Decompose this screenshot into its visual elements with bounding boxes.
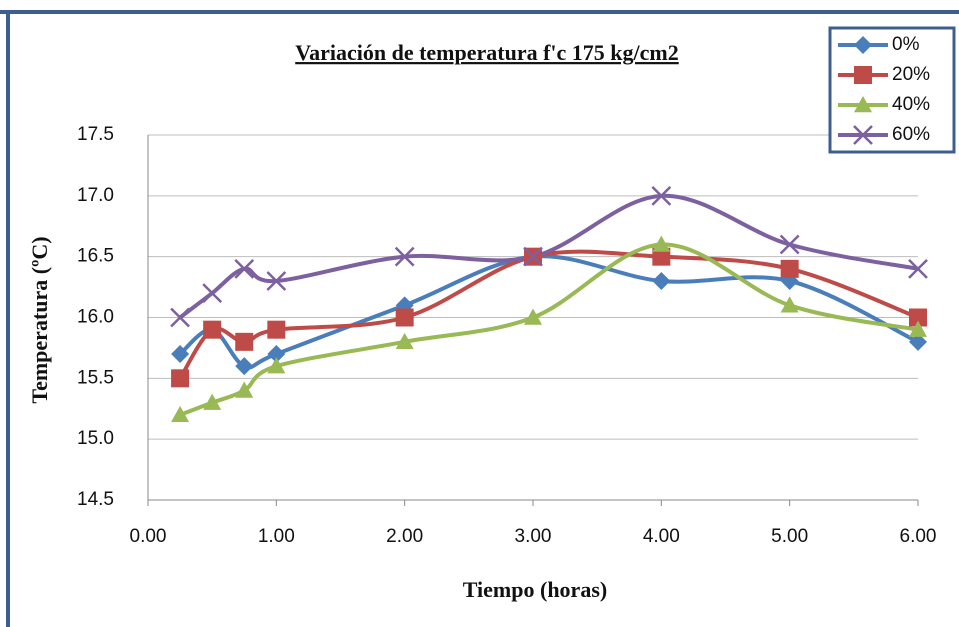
marker: [267, 320, 286, 339]
marker: [523, 246, 543, 267]
y-tick-label: 16.0: [77, 307, 114, 328]
legend-label: 40%: [892, 94, 930, 115]
x-tick-label: 3.00: [515, 526, 552, 547]
x-tick-label: 0.00: [130, 526, 167, 547]
marker: [652, 247, 671, 266]
marker: [854, 36, 872, 54]
marker: [909, 332, 927, 351]
chart-title: Variación de temperatura f'c 175 kg/cm2: [295, 40, 679, 65]
marker: [779, 234, 800, 255]
marker: [854, 96, 872, 113]
x-tick-label: 6.00: [900, 526, 937, 547]
marker: [235, 381, 254, 398]
y-tick-label: 16.5: [77, 246, 114, 267]
marker: [235, 357, 254, 376]
marker: [652, 235, 671, 252]
marker: [395, 332, 414, 350]
marker: [780, 259, 799, 278]
series-line: [178, 193, 919, 320]
marker: [909, 320, 927, 337]
series-line: [179, 242, 919, 417]
y-tick-label: 17.0: [77, 185, 114, 206]
series-line: [178, 254, 919, 370]
marker: [395, 308, 414, 327]
marker: [780, 296, 799, 313]
marker: [651, 185, 672, 206]
x-tick-label: 1.00: [258, 526, 295, 547]
marker: [266, 271, 287, 291]
legend-label: 60%: [892, 124, 930, 145]
marker: [853, 125, 873, 145]
marker: [909, 308, 927, 327]
marker: [267, 357, 286, 374]
y-tick-label: 17.5: [77, 124, 114, 145]
marker: [524, 308, 542, 325]
marker: [171, 405, 190, 423]
x-tick-label: 2.00: [386, 526, 423, 547]
marker: [203, 393, 222, 410]
y-axis-title: Temperatura (ºC): [27, 236, 52, 403]
marker: [171, 345, 190, 363]
series-line: [178, 249, 919, 380]
legend-label: 20%: [892, 64, 930, 85]
marker: [171, 369, 190, 388]
legend-box: [828, 26, 956, 154]
legend-label: 0%: [892, 34, 920, 55]
marker: [170, 307, 190, 328]
x-tick-label: 5.00: [771, 526, 808, 547]
marker: [652, 272, 671, 290]
marker: [854, 66, 872, 84]
marker: [908, 258, 928, 279]
marker: [203, 320, 222, 339]
marker: [235, 332, 254, 351]
marker: [394, 246, 415, 267]
marker: [267, 345, 286, 363]
x-tick-label: 4.00: [643, 526, 680, 547]
y-tick-label: 15.5: [77, 367, 114, 388]
y-tick-label: 14.5: [77, 489, 114, 510]
marker: [234, 258, 255, 279]
marker: [202, 283, 223, 304]
x-axis-title: Tiempo (horas): [463, 577, 607, 602]
y-tick-label: 15.0: [77, 428, 114, 449]
